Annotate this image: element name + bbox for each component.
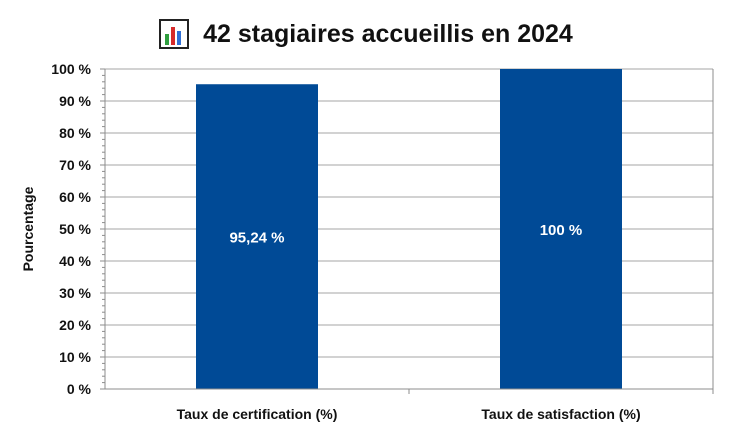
y-tick-label: 50 % [59, 221, 91, 237]
bar-2 [500, 69, 622, 389]
y-tick-label: 30 % [59, 285, 91, 301]
x-category-label: Taux de certification (%) [177, 406, 338, 422]
x-category-label: Taux de satisfaction (%) [481, 406, 640, 422]
chart-title: 42 stagiaires accueillis en 2024 [203, 19, 573, 48]
bar-value-label: 100 % [540, 222, 583, 239]
y-tick-label: 80 % [59, 125, 91, 141]
y-axis-title: Pourcentage [20, 186, 36, 271]
chart-title-row: 42 stagiaires accueillis en 2024 [0, 14, 732, 54]
labels: 0 % 10 % 20 % 30 % 40 % 50 % 60 % 70 % 80 % 90 % 1… [20, 61, 641, 422]
y-tick-label: 70 % [59, 157, 91, 173]
y-tick-label: 40 % [59, 253, 91, 269]
y-tick-label: 100 % [51, 61, 91, 77]
y-tick-label: 10 % [59, 349, 91, 365]
y-tick-label: 60 % [59, 189, 91, 205]
y-tick-label: 20 % [59, 317, 91, 333]
y-tick-label: 90 % [59, 93, 91, 109]
bar-chart-icon [159, 19, 190, 49]
bar-1 [196, 84, 318, 390]
y-tick-label: 0 % [67, 381, 92, 397]
axes [100, 68, 714, 394]
bar-value-label: 95,24 % [229, 230, 284, 247]
bars [196, 69, 622, 390]
